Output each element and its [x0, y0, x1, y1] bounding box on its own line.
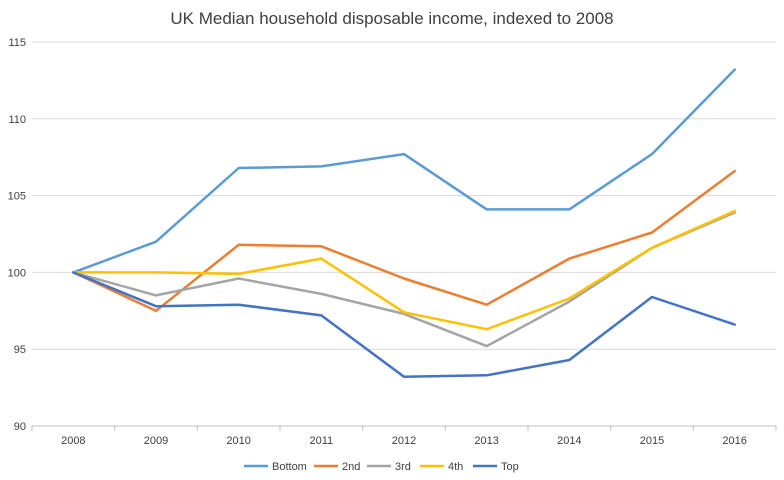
- legend-label: 4th: [448, 461, 463, 473]
- series-line-bottom: [72, 68, 736, 274]
- legend-label: Bottom: [272, 461, 307, 473]
- y-tick-label: 90: [14, 421, 26, 433]
- x-tick-label: 2011: [310, 435, 334, 447]
- series-line-2nd: [72, 169, 736, 313]
- x-tick-label: 2010: [226, 435, 250, 447]
- y-tick-label: 95: [14, 344, 26, 356]
- x-tick-label: 2009: [144, 435, 168, 447]
- y-tick-label: 105: [8, 191, 26, 203]
- series-line-4th: [72, 209, 736, 331]
- x-tick-label: 2013: [474, 435, 498, 447]
- series-line-top: [72, 271, 736, 379]
- legend-label: 2nd: [342, 461, 360, 473]
- y-tick-label: 100: [8, 267, 26, 279]
- x-axis: 2008 2009 2010 2011 2012 2013 2014 2015 2016: [31, 425, 777, 447]
- legend-label: Top: [501, 461, 519, 473]
- chart-title: UK Median household disposable income, i…: [170, 9, 613, 28]
- x-tick-label: 2014: [557, 435, 581, 447]
- x-tick-label: 2012: [392, 435, 416, 447]
- x-tick-label: 2015: [640, 435, 664, 447]
- legend: Bottom 2nd 3rd 4th Top: [244, 461, 519, 473]
- y-axis-ticks: 90 95 100 105 110 115: [8, 37, 26, 433]
- y-tick-label: 110: [8, 114, 26, 126]
- legend-label: 3rd: [395, 461, 411, 473]
- series-lines: [72, 68, 736, 379]
- gridlines: [32, 41, 776, 350]
- x-tick-label: 2016: [722, 435, 746, 447]
- y-tick-label: 115: [8, 37, 26, 49]
- x-tick-label: 2008: [61, 435, 85, 447]
